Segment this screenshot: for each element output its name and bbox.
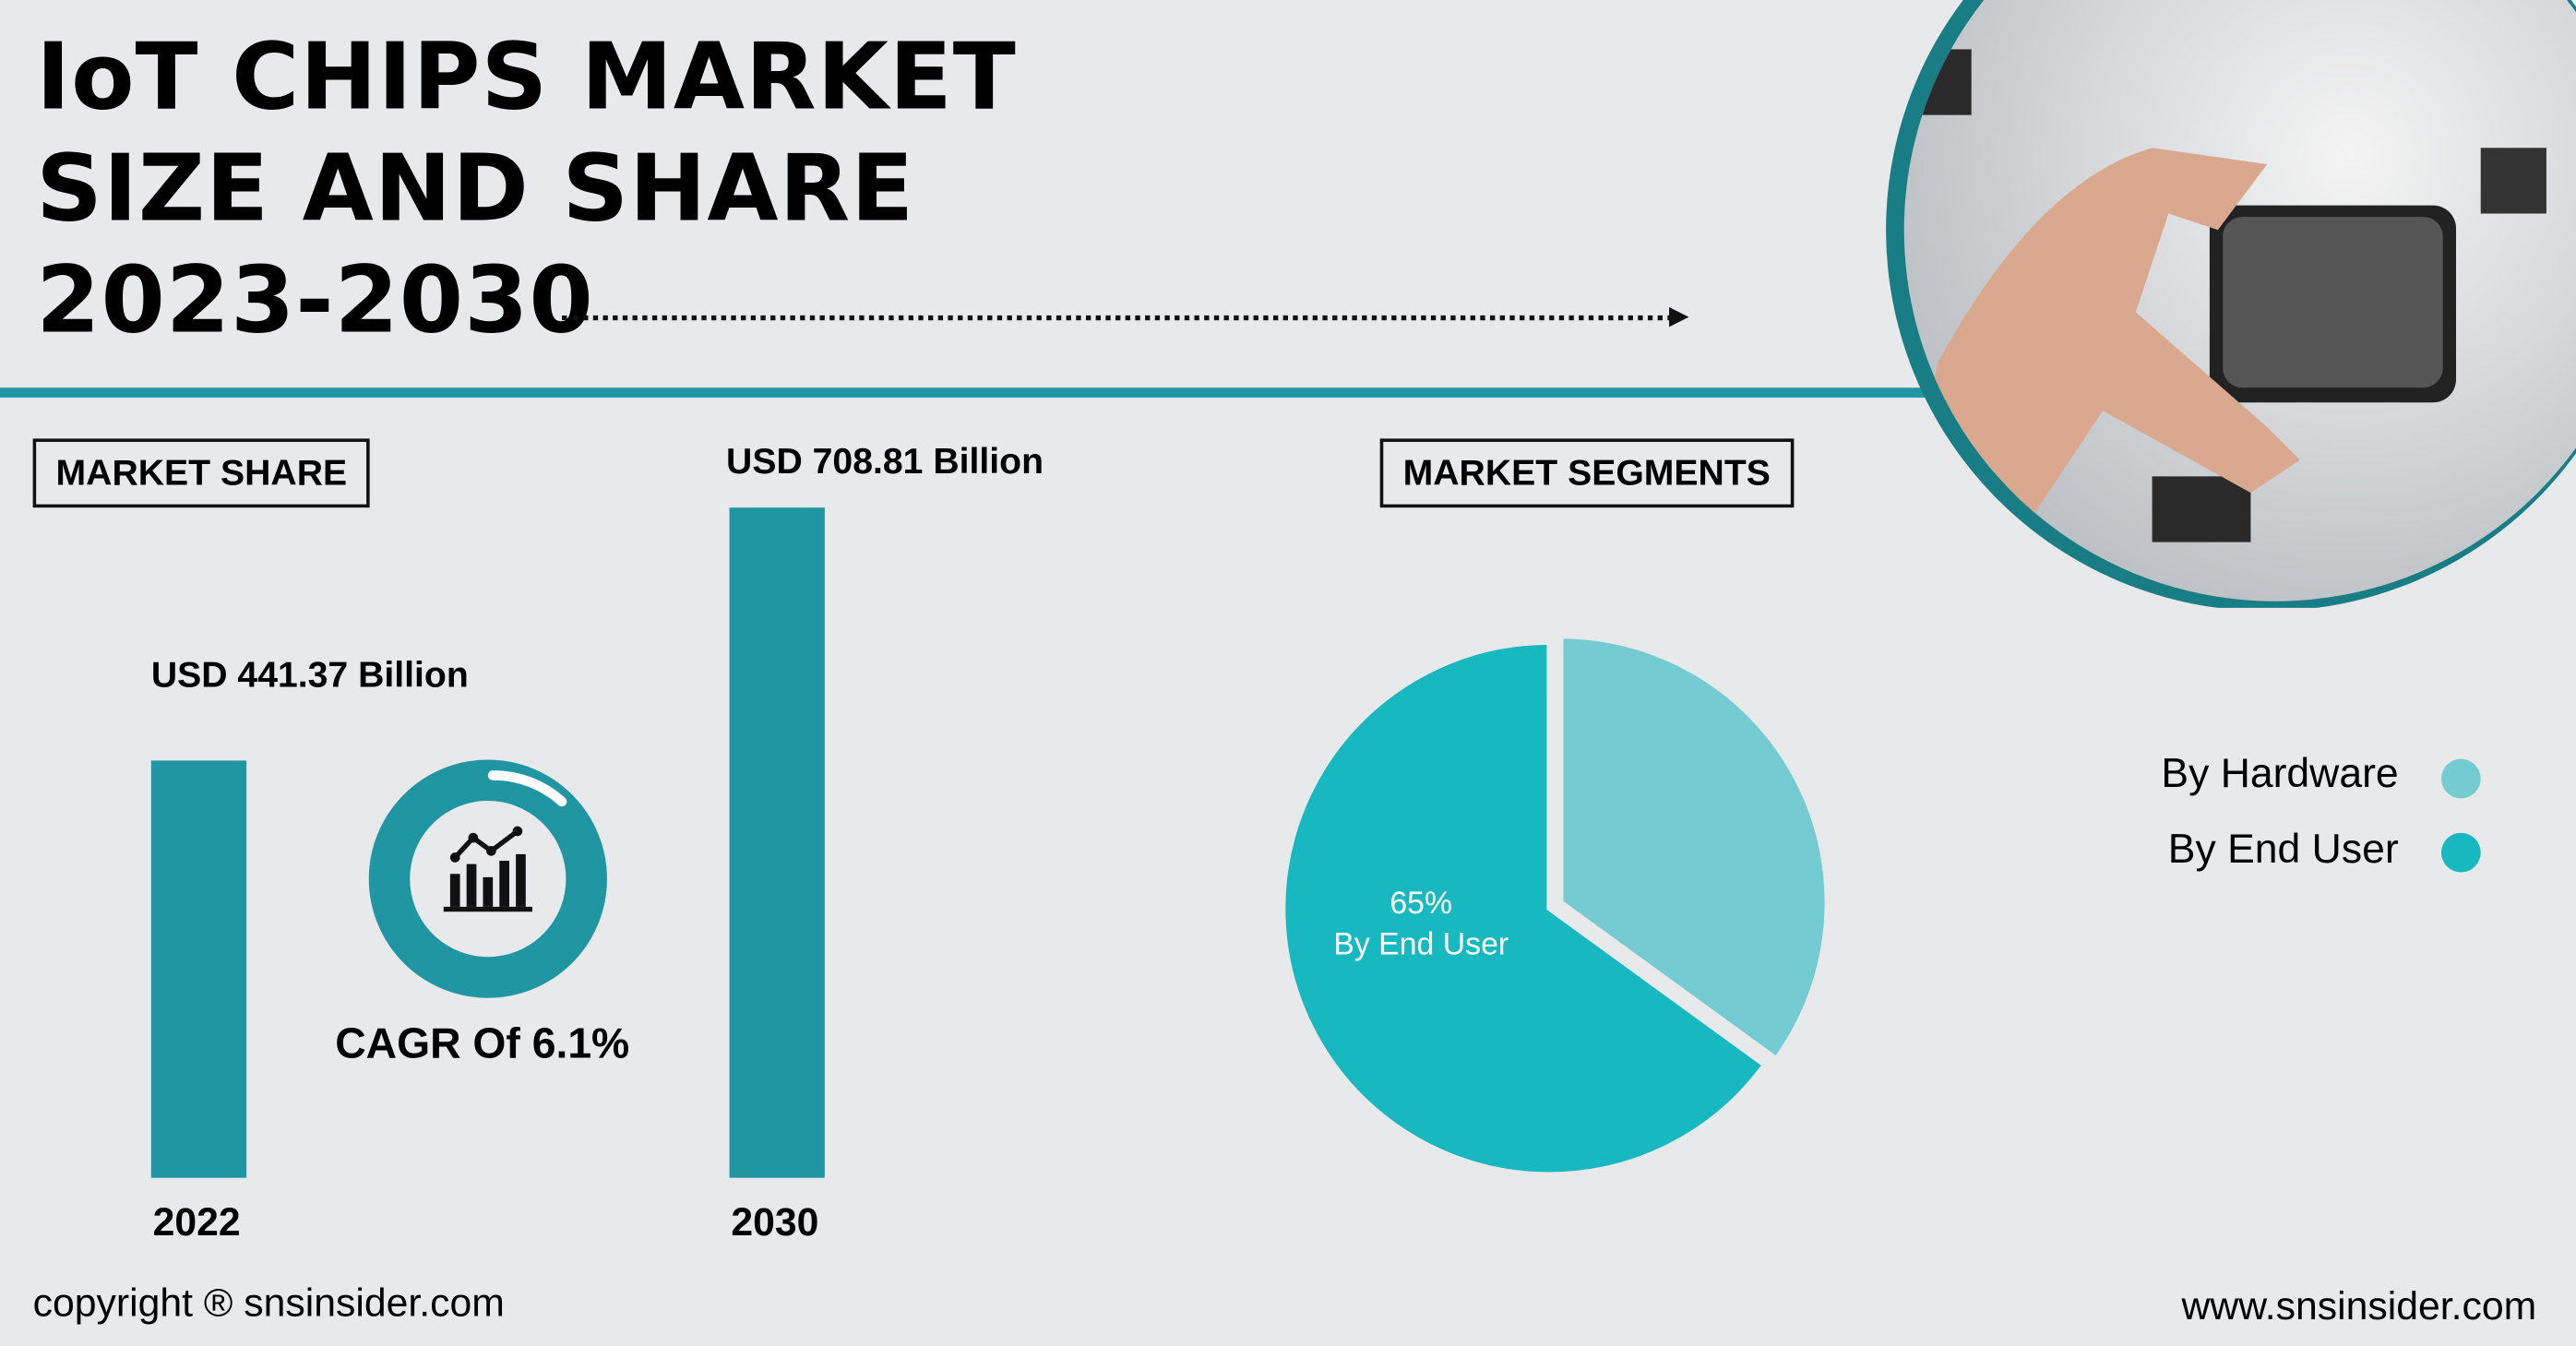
bar-data-label-2022: USD 441.37 Billion xyxy=(150,653,469,696)
legend-swatch-hardware xyxy=(2440,758,2481,799)
website-link[interactable]: www.snsinsider.com xyxy=(2181,1284,2537,1329)
cagr-ring xyxy=(368,759,607,998)
pie-data-label: 65% By End User xyxy=(1298,884,1544,966)
chip-hand-image xyxy=(1886,0,2576,608)
legend-swatch-end-user xyxy=(2440,832,2481,873)
title-line: 2023-2030 xyxy=(36,247,594,355)
legend-end-user: By End User xyxy=(2167,826,2399,873)
bar-category-2022: 2022 xyxy=(152,1200,241,1245)
title-line: IoT CHIPS MARKET xyxy=(36,24,1017,132)
bar-2030 xyxy=(729,507,825,1178)
pie-chart xyxy=(1281,634,1830,1177)
legend-hardware: By Hardware xyxy=(2161,750,2399,797)
pie-label-value: 65% xyxy=(1389,887,1453,922)
pie-slice-by-hardware xyxy=(1558,634,1830,1063)
market-share-label: MARKET SHARE xyxy=(32,438,371,508)
arrow-head-icon xyxy=(1669,306,1689,328)
chart-growth-icon xyxy=(443,826,532,912)
market-segments-label: MARKET SEGMENTS xyxy=(1379,438,1794,508)
cagr-text: CAGR Of 6.1% xyxy=(335,1018,630,1068)
dotted-arrow-line xyxy=(561,315,1673,321)
pie-slice-by-end-user xyxy=(1281,639,1769,1177)
copyright-text: copyright ® snsinsider.com xyxy=(32,1280,505,1326)
pie-label-text: By End User xyxy=(1333,928,1509,963)
title-line: SIZE AND SHARE xyxy=(36,136,915,244)
page-title: IoT CHIPS MARKET SIZE AND SHARE 2023-203… xyxy=(36,23,1017,358)
bar-category-2030: 2030 xyxy=(731,1200,819,1245)
bar-data-label-2030: USD 708.81 Billion xyxy=(726,440,1044,482)
bar-2022 xyxy=(150,760,247,1178)
divider xyxy=(0,387,1972,398)
